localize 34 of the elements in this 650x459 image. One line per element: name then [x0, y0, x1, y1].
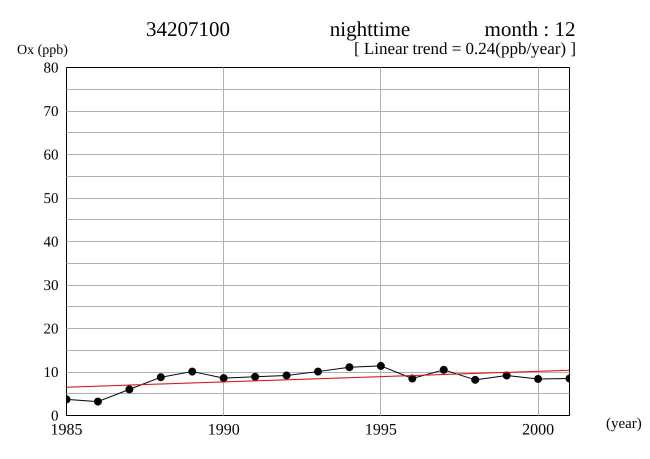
point	[408, 374, 416, 383]
point	[502, 371, 511, 380]
point	[220, 374, 228, 382]
y-tick-label: 60	[44, 148, 58, 164]
x-tick-label: 1990	[208, 422, 240, 438]
point	[94, 398, 102, 406]
point	[534, 374, 542, 383]
y-tick-label: 70	[44, 104, 58, 120]
y-axis-title: Ox (ppb)	[17, 43, 68, 58]
y-tick-label: 40	[44, 234, 58, 250]
x-axis-title: (year)	[606, 416, 642, 432]
chart-subtitle: nighttime	[330, 17, 410, 41]
text: [ Linear trend = 0.24(ppb/year) ]	[354, 39, 576, 58]
point	[471, 376, 480, 384]
point	[125, 385, 134, 394]
y-tick-label: 10	[44, 365, 58, 381]
y-tick-label: 80	[44, 60, 58, 76]
point	[188, 368, 196, 376]
point	[314, 368, 322, 376]
point	[156, 373, 165, 382]
x-tick-label: 2000	[522, 422, 554, 438]
point	[376, 362, 385, 370]
y-tick-label: 20	[44, 322, 58, 338]
text: month : 12	[484, 17, 576, 41]
y-tick-label: 50	[44, 191, 58, 207]
point	[251, 372, 260, 381]
y-tick-label: 30	[44, 278, 58, 294]
point	[440, 366, 448, 374]
y-tick-label: 0	[51, 408, 58, 424]
x-tick-label: 1985	[50, 422, 82, 438]
point	[282, 371, 291, 380]
x-tick-label: 1995	[364, 422, 397, 438]
point	[345, 363, 354, 372]
chart-title: 34207100	[146, 17, 230, 41]
